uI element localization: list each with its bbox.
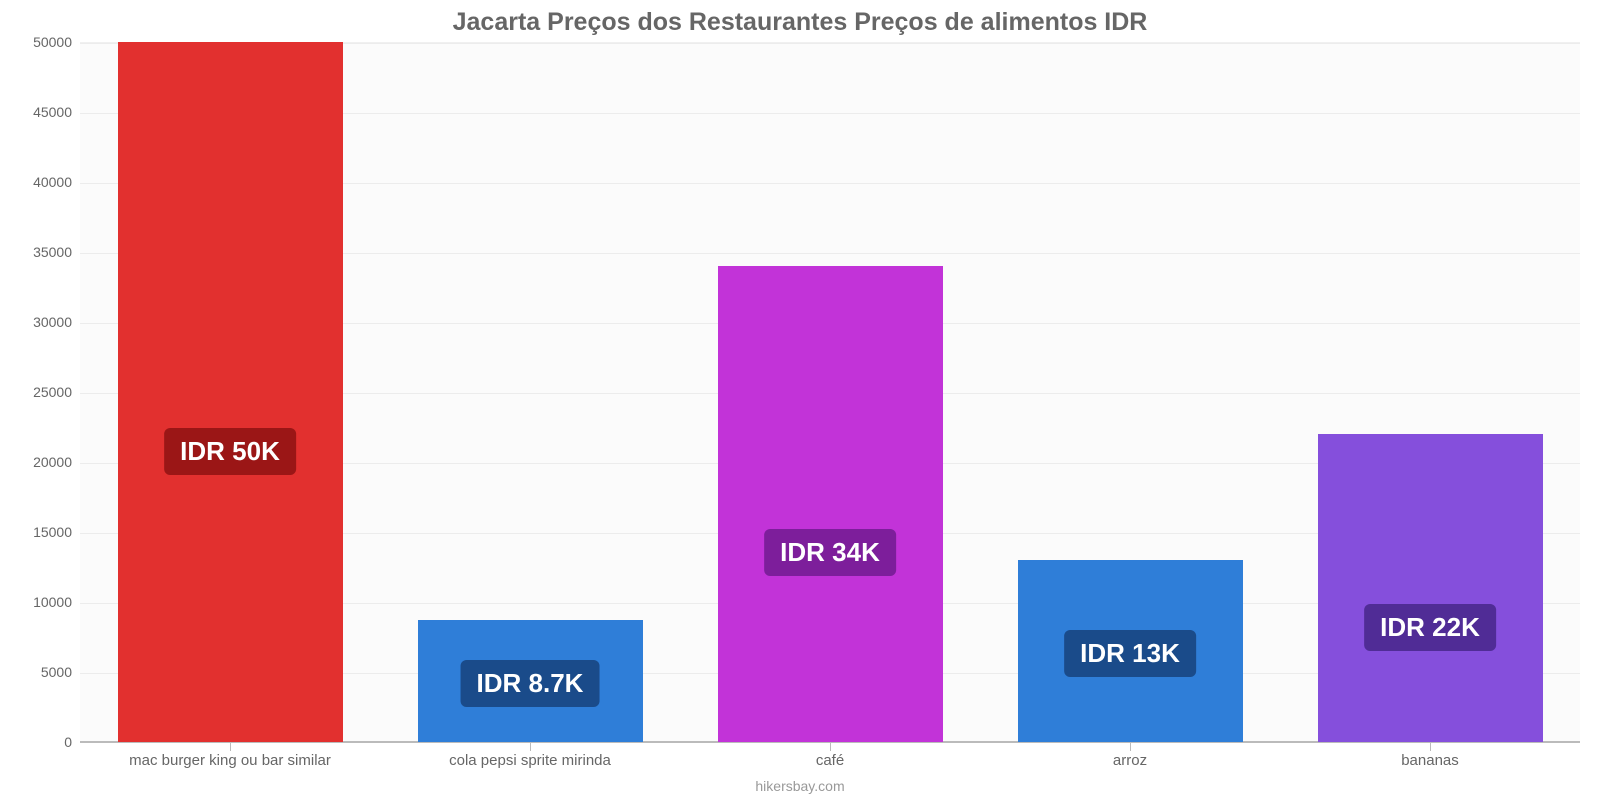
y-tick-label: 45000	[2, 104, 72, 120]
y-tick-label: 10000	[2, 594, 72, 610]
y-tick-label: 20000	[2, 454, 72, 470]
value-badge: IDR 22K	[1364, 604, 1496, 651]
y-tick-label: 5000	[2, 664, 72, 680]
bar-chart: Jacarta Preços dos Restaurantes Preços d…	[0, 0, 1600, 800]
y-tick-label: 30000	[2, 314, 72, 330]
y-tick-label: 15000	[2, 524, 72, 540]
bar	[718, 266, 943, 742]
x-tick	[1130, 743, 1131, 751]
x-tick	[530, 743, 531, 751]
value-badge: IDR 13K	[1064, 630, 1196, 677]
bar	[118, 42, 343, 742]
x-tick-label: bananas	[1401, 752, 1459, 769]
value-badge: IDR 50K	[164, 428, 296, 475]
value-badge: IDR 8.7K	[461, 660, 600, 707]
attribution-text: hikersbay.com	[0, 778, 1600, 794]
value-badge: IDR 34K	[764, 529, 896, 576]
y-tick-label: 25000	[2, 384, 72, 400]
bar	[1318, 434, 1543, 742]
x-tick	[830, 743, 831, 751]
chart-title: Jacarta Preços dos Restaurantes Preços d…	[0, 8, 1600, 37]
x-tick	[1430, 743, 1431, 751]
y-tick-label: 0	[2, 734, 72, 750]
x-tick-label: arroz	[1113, 752, 1147, 769]
x-tick-label: mac burger king ou bar similar	[129, 752, 331, 769]
y-tick-label: 50000	[2, 34, 72, 50]
y-tick-label: 40000	[2, 174, 72, 190]
plot-area: mac burger king ou bar similarIDR 50Kcol…	[80, 42, 1580, 742]
x-tick-label: cola pepsi sprite mirinda	[449, 752, 611, 769]
y-tick-label: 35000	[2, 244, 72, 260]
x-tick	[230, 743, 231, 751]
x-tick-label: café	[816, 752, 844, 769]
